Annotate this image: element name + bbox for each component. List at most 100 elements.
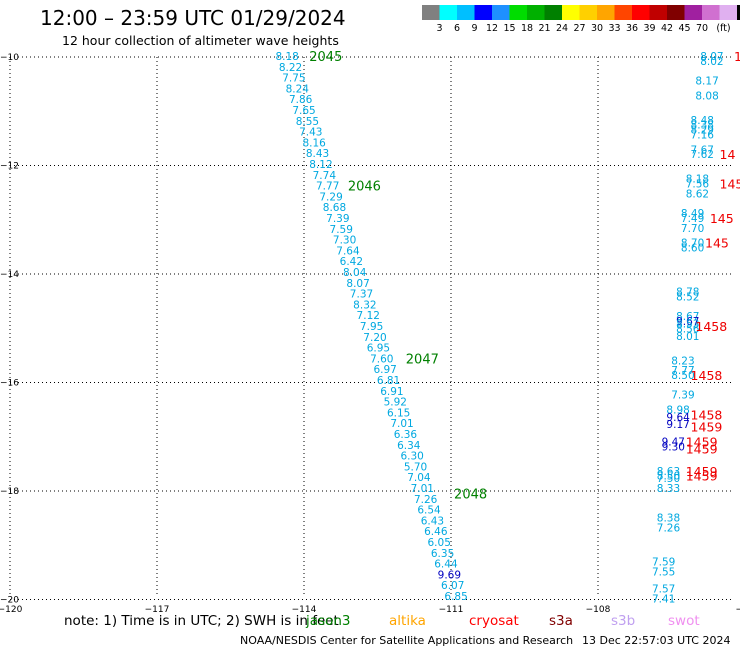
wave-height-value: 8.50 bbox=[657, 471, 680, 483]
legend-swatch bbox=[544, 5, 562, 20]
legend-swatch bbox=[702, 5, 720, 20]
color-legend: 3 6 9 12 15 18 21 24 27 30 33 36 39 42 45 70 (ft) bbox=[422, 5, 740, 34]
x-tick-label: −114 bbox=[292, 605, 317, 615]
wave-height-value: 9.64 bbox=[666, 412, 690, 424]
wave-height-value: 7.67 bbox=[691, 144, 714, 156]
track-time-label: 2046 bbox=[348, 180, 381, 195]
wave-height-value: 7.37 bbox=[350, 289, 373, 301]
wave-height-value: 8.04 bbox=[343, 267, 367, 279]
legend-label: 18 bbox=[521, 23, 533, 34]
legend-swatch bbox=[474, 5, 492, 20]
wave-height-value: 7.59 bbox=[330, 224, 353, 236]
wave-height-value: 8.18 bbox=[686, 174, 709, 186]
wave-height-value: 7.64 bbox=[336, 245, 360, 257]
track-time-label: 1 bbox=[734, 49, 740, 64]
track-time-label: 1459 bbox=[686, 464, 718, 479]
wave-height-value: 8.33 bbox=[657, 483, 680, 495]
legend-swatch bbox=[457, 5, 475, 20]
track-time-label: 1458 bbox=[691, 407, 723, 422]
footer-credit: NOAA/NESDIS Center for Satellite Applica… bbox=[240, 634, 574, 647]
wave-height-value: 6.15 bbox=[387, 407, 410, 419]
wave-height-value: 7.30 bbox=[333, 235, 356, 247]
wave-height-value: 8.78 bbox=[676, 287, 699, 299]
track-time-label: 145 bbox=[720, 177, 740, 192]
wave-height-value: 7.29 bbox=[319, 191, 342, 203]
wave-height-value: 9.67 bbox=[676, 316, 699, 328]
wave-height-value: 8.55 bbox=[296, 116, 319, 128]
wave-height-value: 7.26 bbox=[657, 522, 681, 534]
wave-height-value: 7.59 bbox=[652, 557, 675, 569]
wave-height-value: 7.26 bbox=[414, 494, 438, 506]
wave-height-value: 8.38 bbox=[657, 512, 680, 524]
wave-height-value: 7.01 bbox=[411, 483, 434, 495]
wave-height-value: 8.22 bbox=[279, 62, 302, 74]
satellite-s3b: s3b bbox=[611, 613, 636, 629]
track-time-label: 1459 bbox=[686, 469, 718, 484]
legend-label: 3 bbox=[436, 23, 442, 34]
wave-height-value: 7.70 bbox=[681, 223, 704, 235]
x-tick-label: −10 bbox=[736, 605, 740, 615]
wave-height-value: 7.01 bbox=[390, 418, 413, 430]
grid-lines bbox=[9, 56, 734, 600]
legend-swatch bbox=[667, 5, 685, 20]
wave-height-value: 7.39 bbox=[326, 213, 349, 225]
wave-height-value: 6.46 bbox=[424, 526, 448, 538]
track-time-label: 1459 bbox=[686, 442, 718, 457]
page-title: 12:00 – 23:59 UTC 01/29/2024 bbox=[40, 6, 346, 30]
wave-height-value: 7.77 bbox=[316, 181, 339, 193]
track-time-label: 1458 bbox=[695, 319, 727, 334]
legend-swatch bbox=[597, 5, 615, 20]
legend-swatch bbox=[614, 5, 632, 20]
wave-height-value: 8.98 bbox=[666, 404, 689, 416]
wave-height-value: 7.49 bbox=[681, 213, 704, 225]
wave-height-value: 6.44 bbox=[434, 559, 458, 571]
wave-height-value: 8.62 bbox=[686, 188, 709, 200]
legend-swatch bbox=[439, 5, 457, 20]
wave-height-value: 7.56 bbox=[686, 179, 710, 191]
legend-label: 36 bbox=[626, 23, 638, 34]
wave-height-value: 6.05 bbox=[428, 537, 451, 549]
wave-height-value: 8.67 bbox=[676, 311, 699, 323]
satellite-altika: altika bbox=[389, 613, 426, 629]
legend-swatch bbox=[579, 5, 597, 20]
wave-height-value: 5.92 bbox=[384, 397, 407, 409]
wave-height-value: 7.12 bbox=[357, 310, 380, 322]
wave-height-value: 6.95 bbox=[367, 343, 390, 355]
legend-unit: (ft) bbox=[716, 23, 730, 34]
wave-height-value: 6.43 bbox=[421, 515, 444, 527]
wave-height-value: 8.08 bbox=[695, 90, 718, 102]
wave-height-value: 8.02 bbox=[700, 56, 723, 68]
track-time-label: 2048 bbox=[454, 487, 487, 502]
wave-height-value: 8.70 bbox=[681, 238, 704, 250]
track-time-label: 1458 bbox=[691, 368, 723, 383]
wave-height-value: 8.50 bbox=[671, 370, 694, 382]
y-tick-label: −16 bbox=[0, 379, 19, 389]
legend-label: 30 bbox=[591, 23, 603, 34]
wave-height-value: 8.18 bbox=[275, 51, 298, 63]
wave-height-value: 7.57 bbox=[652, 584, 675, 596]
wave-height-value: 7.77 bbox=[671, 365, 694, 377]
legend-swatch bbox=[684, 5, 702, 20]
wave-height-value: 6.97 bbox=[373, 364, 396, 376]
legend-label: 33 bbox=[608, 23, 620, 34]
wave-height-value: 8.07 bbox=[700, 51, 723, 63]
legend-label: 39 bbox=[643, 23, 655, 34]
wave-height-value: 7.65 bbox=[292, 105, 315, 117]
wave-height-value: 7.55 bbox=[652, 566, 675, 578]
legend-label: 42 bbox=[661, 23, 673, 34]
wave-height-value: 8.32 bbox=[353, 299, 376, 311]
legend-swatch bbox=[527, 5, 545, 20]
wave-height-value: 9.30 bbox=[662, 441, 685, 453]
wave-height-value: 8.63 bbox=[657, 466, 680, 478]
track-right: 8.078.028.178.088.488.388.297.167.677.62… bbox=[652, 51, 724, 605]
wave-height-value: 8.17 bbox=[695, 76, 718, 88]
legend-label: 45 bbox=[678, 23, 690, 34]
wave-height-value: 8.56 bbox=[676, 323, 700, 335]
wave-height-value: 7.20 bbox=[363, 332, 386, 344]
wave-height-value: 6.36 bbox=[394, 429, 418, 441]
wave-height-value: 7.75 bbox=[282, 73, 305, 85]
wave-height-value: 6.42 bbox=[340, 256, 363, 268]
legend-label: 6 bbox=[454, 23, 460, 34]
wave-height-value: 8.23 bbox=[671, 355, 694, 367]
wave-height-value: 8.43 bbox=[306, 148, 329, 160]
